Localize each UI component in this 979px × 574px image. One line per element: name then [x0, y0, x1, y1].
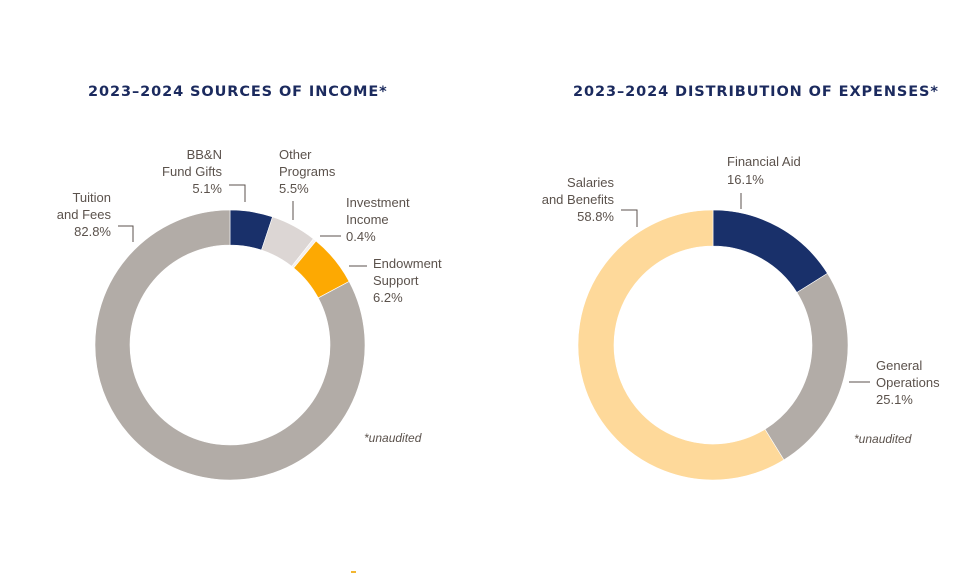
- slice-value-general-ops: 25.1%: [876, 392, 913, 407]
- slice-label-endowment-line1: Endowment: [373, 256, 442, 271]
- donut-slice-salaries-and-benefits: [577, 209, 785, 481]
- unaudited-note-expenses: *unaudited: [854, 432, 912, 446]
- slice-label-tuition-line1: Tuition: [72, 190, 111, 205]
- slice-label-financial-aid: Financial Aid: [727, 154, 801, 169]
- slice-value-investment: 0.4%: [346, 229, 376, 244]
- slice-label-general-ops-line1: General: [876, 358, 922, 373]
- slice-label-other-programs-line1: Other: [279, 147, 312, 162]
- expenses-labels: Salaries and Benefits 58.8% Financial Ai…: [542, 154, 940, 446]
- slice-label-other-programs-line2: Programs: [279, 164, 336, 179]
- slice-label-fund-gifts-line1: BB&N: [187, 147, 222, 162]
- slice-label-tuition-line2: and Fees: [57, 207, 112, 222]
- leader-line-salaries: [621, 209, 638, 227]
- donut-slice-tuition-and-fees: [94, 209, 366, 481]
- income-labels: Tuition and Fees 82.8% BB&N Fund Gifts 5…: [57, 147, 442, 445]
- donut-slice-financial-aid: [712, 209, 828, 293]
- slice-label-general-ops-line2: Operations: [876, 375, 940, 390]
- decorative-mark: [351, 571, 356, 573]
- slice-label-salaries-line1: Salaries: [567, 175, 614, 190]
- expenses-chart-title: 2023–2024 DISTRIBUTION OF EXPENSES*: [573, 84, 939, 100]
- slice-value-financial-aid: 16.1%: [727, 172, 764, 187]
- slice-value-salaries: 58.8%: [577, 209, 614, 224]
- expenses-donut-chart: [577, 209, 849, 481]
- slice-label-fund-gifts-line2: Fund Gifts: [162, 164, 222, 179]
- slice-label-investment-line1: Investment: [346, 195, 410, 210]
- income-chart-title: 2023–2024 SOURCES OF INCOME*: [88, 84, 388, 100]
- slice-value-fund-gifts: 5.1%: [192, 181, 222, 196]
- slice-label-endowment-line2: Support: [373, 273, 419, 288]
- unaudited-note-income: *unaudited: [364, 431, 422, 445]
- leader-line-tuition: [118, 225, 134, 242]
- income-donut-chart: [94, 209, 366, 481]
- slice-value-tuition: 82.8%: [74, 224, 111, 239]
- slice-value-endowment: 6.2%: [373, 290, 403, 305]
- slice-label-investment-line2: Income: [346, 212, 389, 227]
- slice-value-other-programs: 5.5%: [279, 181, 309, 196]
- leader-line-fund-gifts: [229, 184, 246, 202]
- slice-label-salaries-line2: and Benefits: [542, 192, 615, 207]
- donut-slice-general-operations: [764, 272, 849, 461]
